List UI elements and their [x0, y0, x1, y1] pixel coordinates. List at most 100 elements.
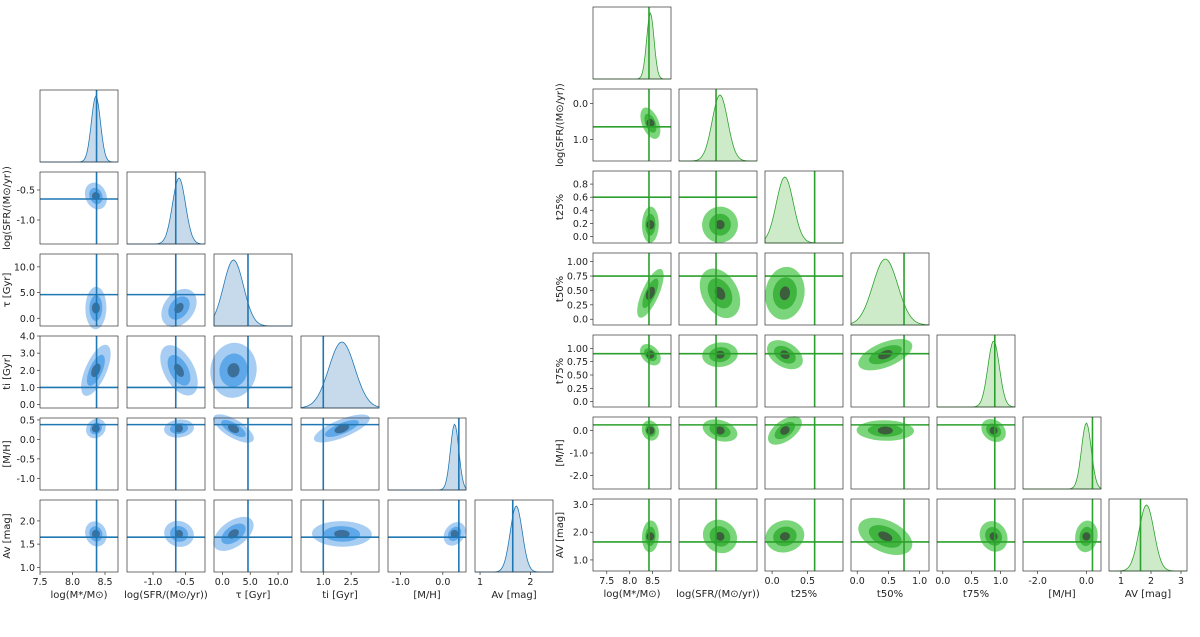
right-panel-5-5 — [1022, 416, 1102, 490]
left-frame-3-3 — [300, 335, 380, 409]
left-panel-1-1 — [126, 171, 206, 245]
right-ylabel-3: t50% — [555, 276, 566, 302]
left-ytick-label-1-1: -0.5 — [16, 186, 35, 197]
left-ytick-label-3-1: 1.0 — [20, 383, 35, 394]
left-xlabel-0: log(M*/M⊙) — [50, 590, 107, 601]
right-ytick-label-2-0: 0.0 — [573, 232, 588, 243]
left-frame-1-1 — [126, 171, 206, 245]
right-panel-4-3 — [850, 334, 930, 408]
right-frame-5-4 — [936, 416, 1016, 490]
right-panel-2-1 — [678, 170, 758, 244]
left-ylabel-3: ti [Gyr] — [2, 354, 13, 390]
right-frame-6-5 — [1022, 498, 1102, 572]
right-panel-6-6: 1 2 3 AV [mag] — [1108, 498, 1188, 600]
left-contour-3-2-2 — [227, 363, 240, 378]
right-panel-6-4: 0.0 0.5 1.0 t75% — [935, 498, 1016, 600]
right-xtick-label-4-2: 1.0 — [993, 576, 1008, 587]
left-panel-5-4: -1.0 0.0 [M/H] — [387, 499, 467, 601]
left-panel-3-0: 0.0 1.0 2.0 3.0 4.0 ti [Gyr] — [2, 332, 119, 411]
right-contour-5-3-2 — [877, 426, 893, 435]
right-panel-6-2: 0.0 0.5 t25% — [764, 498, 844, 600]
left-frame-5-1 — [126, 499, 206, 573]
left-panel-5-3: 1.0 2.5 ti [Gyr] — [300, 499, 380, 601]
left-frame-2-1 — [126, 253, 206, 327]
right-xlabel-5: [M/H] — [1048, 589, 1075, 600]
left-contour-5-2-2 — [228, 529, 239, 539]
right-marginal-0 — [593, 11, 671, 80]
right-ylabel-4: t75% — [555, 358, 566, 384]
right-panel-6-3: 0.0 0.5 1.0 t50% — [850, 498, 930, 600]
left-frame-2-0 — [39, 253, 119, 327]
right-ytick-label-4-0: 0.0 — [573, 397, 588, 408]
left-marginal-5 — [475, 505, 553, 573]
left-ytick-label-1-0: -1.0 — [16, 216, 35, 227]
right-frame-6-2 — [764, 498, 844, 572]
right-ytick-label-3-2: 0.50 — [567, 286, 588, 297]
left-xlabel-4: [M/H] — [413, 590, 440, 601]
left-marginal-3 — [300, 341, 380, 409]
right-xtick-label-0-2: 8.5 — [645, 576, 660, 587]
left-ytick-label-2-1: 5.0 — [20, 288, 35, 299]
right-xtick-label-0-1: 8.0 — [622, 576, 637, 587]
left-xtick-label-2-2: 10.0 — [267, 577, 288, 588]
left-frame-3-1 — [126, 335, 206, 409]
right-frame-4-3 — [850, 334, 930, 408]
right-frame-6-0 — [592, 498, 672, 572]
left-frame-4-0 — [39, 417, 119, 491]
left-ytick-label-4-0: -1.0 — [16, 474, 35, 485]
right-xlabel-1: log(SFR/(M⊙/yr)) — [676, 589, 760, 600]
right-frame-5-0 — [592, 416, 672, 490]
right-frame-6-3 — [850, 498, 930, 572]
right-frame-4-0 — [592, 334, 672, 408]
left-panel-4-2 — [213, 414, 293, 491]
right-xlabel-4: t75% — [963, 589, 989, 600]
left-contour-5-3-2 — [334, 529, 350, 538]
right-panel-3-2 — [764, 252, 844, 326]
left-ytick-label-3-3: 3.0 — [20, 349, 35, 360]
right-ytick-label-4-2: 0.50 — [567, 371, 588, 382]
left-ytick-label-3-0: 0.0 — [20, 400, 35, 411]
right-frame-0-0 — [592, 6, 672, 80]
right-frame-5-1 — [678, 416, 758, 490]
left-panel-3-1 — [126, 335, 206, 409]
left-frame-4-1 — [126, 417, 206, 491]
right-frame-6-1 — [678, 498, 758, 572]
right-marginal-3 — [850, 258, 930, 326]
right-panel-4-2 — [764, 334, 844, 408]
left-panel-5-0: 1.0 1.5 2.0 Av [mag] 7.5 8.0 8.5 log(M*/M⊙) — [2, 499, 119, 601]
right-ytick-label-5-1: -1.0 — [569, 449, 588, 460]
left-xtick-label-0-0: 7.5 — [32, 577, 47, 588]
right-ytick-label-4-3: 0.75 — [567, 357, 588, 368]
left-frame-3-0 — [39, 335, 119, 409]
right-contour-6-3-2 — [878, 531, 893, 542]
right-frame-4-4 — [936, 334, 1016, 408]
right-ytick-label-6-2: 3.0 — [573, 500, 588, 511]
right-xtick-label-5-0: -2.0 — [1028, 576, 1047, 587]
left-marginal-4 — [388, 423, 467, 491]
right-contour-6-2-2 — [779, 532, 790, 541]
right-ylabel-5: [M/H] — [555, 439, 566, 466]
left-frame-5-2 — [213, 499, 293, 573]
right-panel-5-2 — [764, 416, 844, 490]
right-frame-3-1 — [678, 252, 758, 326]
left-ylabel-5: Av [mag] — [2, 513, 13, 558]
right-ytick-label-3-3: 0.75 — [567, 272, 588, 283]
right-panel-2-0: 0.0 0.2 0.4 0.6 0.8 t25% — [555, 170, 672, 244]
left-xlabel-5: Av [mag] — [491, 590, 536, 601]
right-contour-6-1-2 — [715, 531, 725, 541]
right-ytick-label-1-0: 0.0 — [573, 99, 588, 110]
right-contour-5-4-2 — [989, 426, 998, 435]
left-frame-5-5 — [474, 499, 554, 573]
left-frame-5-3 — [300, 499, 380, 573]
right-panel-5-1 — [678, 416, 758, 490]
right-marginal-4 — [937, 340, 1016, 408]
right-ylabel-2: t25% — [555, 194, 566, 220]
right-xtick-label-3-1: 0.5 — [881, 576, 896, 587]
right-xtick-label-2-0: 0.0 — [765, 576, 780, 587]
left-contour-4-1-2 — [175, 424, 183, 433]
left-panel-0-0 — [39, 89, 119, 163]
right-contour-3-1-2 — [714, 286, 726, 300]
right-panel-3-1 — [678, 252, 758, 326]
right-xtick-label-4-1: 0.5 — [964, 576, 979, 587]
left-frame-5-0 — [39, 499, 119, 573]
